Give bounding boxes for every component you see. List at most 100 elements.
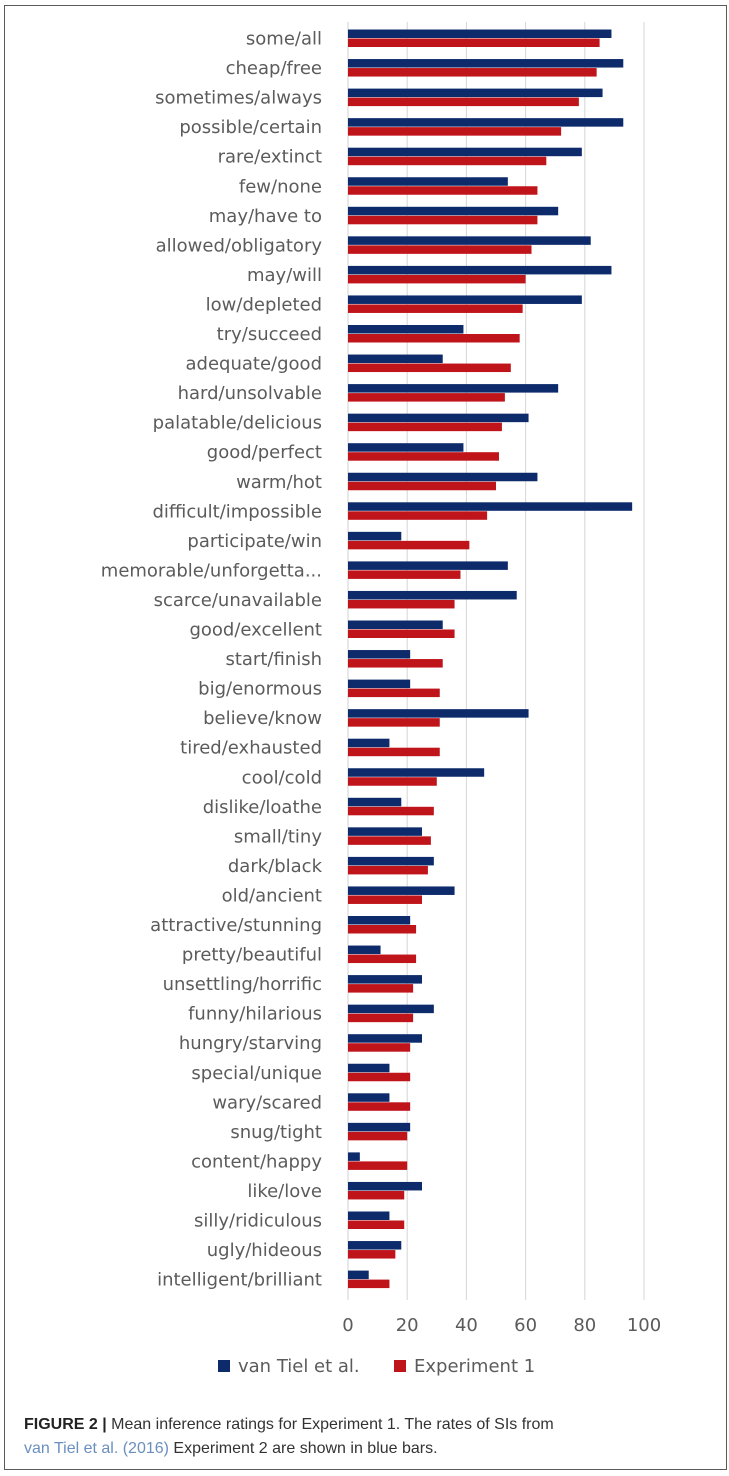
- category-label: wary/scared: [212, 1092, 322, 1113]
- bar-experiment-1: [348, 334, 520, 343]
- bar-van-tiel: [348, 29, 612, 38]
- x-tick-label: 20: [396, 1315, 419, 1336]
- bar-experiment-1: [348, 127, 562, 136]
- bar-experiment-1: [348, 570, 461, 579]
- bar-experiment-1: [348, 363, 511, 373]
- category-label: ugly/hideous: [207, 1240, 322, 1261]
- category-label: pretty/beautiful: [182, 945, 322, 966]
- bar-experiment-1: [348, 1279, 390, 1289]
- category-label: adequate/good: [186, 354, 322, 375]
- bar-van-tiel: [348, 443, 464, 452]
- category-label: try/succeed: [217, 324, 322, 345]
- legend: van Tiel et al. Experiment 1: [218, 1356, 535, 1377]
- caption-text-1: Mean inference ratings for Experiment 1.…: [106, 1416, 554, 1433]
- category-label: warm/hot: [236, 472, 322, 493]
- category-label: may/have to: [209, 206, 322, 227]
- bar-experiment-1: [348, 68, 597, 77]
- category-label: snug/tight: [230, 1122, 322, 1143]
- bar-experiment-1: [348, 599, 455, 609]
- bar-van-tiel: [348, 1152, 360, 1161]
- caption-reference-link[interactable]: van Tiel et al. (2016): [24, 1440, 169, 1457]
- bar-experiment-1: [348, 836, 431, 845]
- x-tick-label: 80: [573, 1315, 596, 1336]
- bar-experiment-1: [348, 186, 538, 195]
- bars: [348, 29, 633, 1289]
- category-label: few/none: [239, 176, 322, 197]
- x-axis-ticks: 0 20 40 60 80 100: [342, 1315, 661, 1336]
- x-tick-label: 60: [514, 1315, 537, 1336]
- category-label: difficult/impossible: [153, 501, 323, 522]
- bar-experiment-1: [348, 865, 428, 875]
- bar-van-tiel: [348, 384, 559, 393]
- category-label: some/all: [246, 29, 322, 50]
- category-label: special/unique: [191, 1063, 322, 1084]
- bar-van-tiel: [348, 1063, 390, 1073]
- bar-van-tiel: [348, 975, 422, 984]
- category-label: possible/certain: [179, 117, 322, 138]
- bar-van-tiel: [348, 886, 455, 895]
- bar-experiment-1: [348, 215, 538, 225]
- category-label: hungry/starving: [179, 1033, 322, 1054]
- category-label: tired/exhausted: [180, 738, 322, 759]
- category-label: rare/extinct: [218, 147, 322, 168]
- bar-experiment-1: [348, 1043, 411, 1052]
- category-labels: some/all cheap/free sometimes/always possib…: [101, 29, 323, 1291]
- x-tick-label: 40: [455, 1315, 478, 1336]
- category-label: big/enormous: [198, 679, 322, 700]
- bar-van-tiel: [348, 1211, 390, 1220]
- bar-experiment-1: [348, 245, 532, 254]
- bar-experiment-1: [348, 1102, 411, 1111]
- bar-van-tiel: [348, 295, 582, 304]
- category-label: scarce/unavailable: [154, 590, 322, 611]
- x-tick-label: 100: [627, 1315, 661, 1336]
- legend-label: van Tiel et al.: [238, 1356, 360, 1377]
- bar-van-tiel: [348, 59, 624, 68]
- legend-swatch: [218, 1360, 230, 1372]
- bar-chart: some/all cheap/free sometimes/always possib…: [101, 22, 661, 1377]
- category-label: funny/hilarious: [188, 1004, 322, 1025]
- bar-experiment-1: [348, 925, 417, 934]
- category-label: cool/cold: [242, 767, 322, 788]
- bar-experiment-1: [348, 38, 600, 47]
- bar-van-tiel: [348, 265, 612, 275]
- bar-van-tiel: [348, 502, 633, 511]
- bar-van-tiel: [348, 650, 411, 659]
- category-label: allowed/obligatory: [156, 235, 323, 256]
- bar-van-tiel: [348, 738, 390, 748]
- bar-van-tiel: [348, 1181, 422, 1191]
- bar-experiment-1: [348, 540, 470, 550]
- bar-van-tiel: [348, 118, 624, 127]
- bar-experiment-1: [348, 718, 440, 727]
- category-label: start/finish: [225, 649, 322, 670]
- bar-experiment-1: [348, 274, 526, 284]
- bar-experiment-1: [348, 156, 547, 166]
- bar-van-tiel: [348, 354, 443, 364]
- category-label: attractive/stunning: [150, 915, 322, 936]
- category-label: sometimes/always: [155, 88, 322, 109]
- bar-van-tiel: [348, 945, 381, 955]
- category-label: dislike/loathe: [203, 797, 322, 818]
- bar-experiment-1: [348, 511, 488, 520]
- bar-experiment-1: [348, 777, 437, 786]
- bar-experiment-1: [348, 806, 434, 816]
- figure-caption: FIGURE 2 | Mean inference ratings for Ex…: [4, 1413, 724, 1461]
- category-label: silly/ridiculous: [194, 1211, 322, 1232]
- bar-experiment-1: [348, 1250, 396, 1259]
- bar-van-tiel: [348, 709, 529, 718]
- category-label: small/tiny: [234, 826, 322, 847]
- legend-swatch: [394, 1360, 406, 1372]
- caption-text-2: Experiment 2 are shown in blue bars.: [168, 1440, 438, 1457]
- bar-experiment-1: [348, 481, 496, 491]
- bar-experiment-1: [348, 954, 417, 964]
- bar-van-tiel: [348, 620, 443, 629]
- bar-experiment-1: [348, 1190, 405, 1200]
- category-label: old/ancient: [222, 885, 322, 906]
- bar-van-tiel: [348, 1122, 411, 1132]
- category-label: memorable/unforgetta...: [101, 560, 322, 581]
- bar-van-tiel: [348, 147, 582, 157]
- bar-experiment-1: [348, 97, 579, 107]
- bar-experiment-1: [348, 452, 499, 461]
- bar-experiment-1: [348, 393, 505, 402]
- bar-van-tiel: [348, 1241, 402, 1250]
- bar-van-tiel: [348, 768, 485, 777]
